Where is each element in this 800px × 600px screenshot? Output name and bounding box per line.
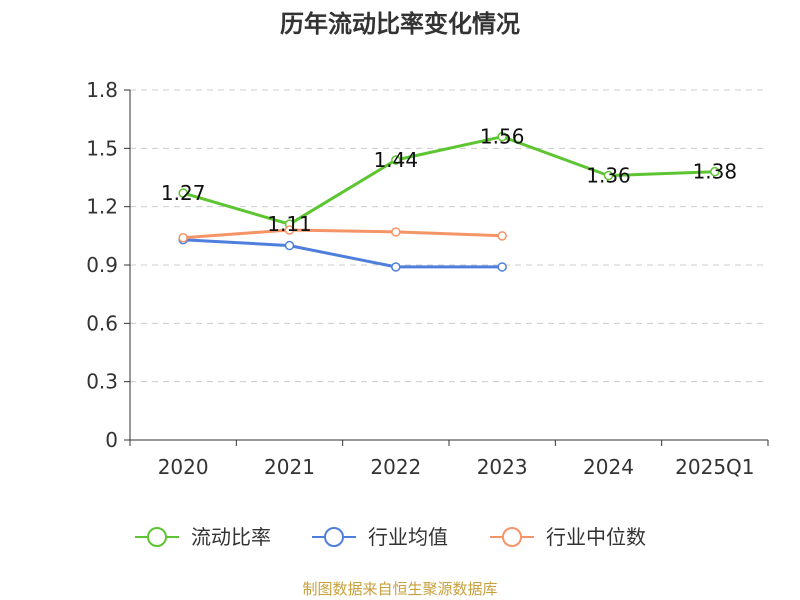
series-group [178,131,720,272]
data-labels: 1.27 1.11 1.44 1.56 1.36 1.38 [161,125,737,237]
source-note: 制图数据来自恒生聚源数据库 [302,580,497,598]
series-line-2 [183,238,503,269]
data-label: 1.56 [480,125,525,149]
y-tick-label: 0.6 [86,311,118,335]
x-tick-label: 2020 [158,455,209,479]
data-point [391,227,401,237]
legend-item[interactable]: 行业中位数 [490,525,646,549]
legend[interactable]: 流动比率 行业均值 行业中位数 [135,525,646,549]
data-point [497,131,507,142]
data-point [497,262,507,272]
data-point [284,240,295,251]
y-tick-label: 1.2 [86,195,118,219]
grid-lines [130,89,768,383]
data-point [391,262,401,272]
legend-marker [324,527,344,547]
data-point [178,233,188,243]
data-point [284,225,295,235]
x-tick-label: 2025Q1 [675,455,754,479]
legend-item[interactable]: 行业均值 [312,525,448,549]
chart-title: 历年流动比率变化情况 [280,10,520,38]
legend-label: 流动比率 [191,525,271,549]
y-tick-label: 0.3 [86,370,118,394]
data-label: 1.38 [693,160,738,184]
data-label: 1.27 [161,181,206,205]
x-tick-label: 2024 [583,455,634,479]
series-line-1 [182,135,715,226]
data-point [710,166,720,177]
y-tick-label: 0 [105,428,118,452]
legend-item[interactable]: 流动比率 [135,525,271,549]
series-line-3 [183,228,503,240]
data-label: 1.44 [374,148,419,172]
x-tick-label: 2022 [370,455,421,479]
legend-label: 行业均值 [368,525,448,549]
y-tick-label: 0.9 [86,253,118,277]
legend-marker [502,527,522,547]
legend-marker [147,527,167,547]
x-tick-label: 2023 [477,455,528,479]
axes: 0 0.3 0.6 0.9 1.2 1.5 1.8 2020 2021 2022 2023 2024 2… [86,78,769,479]
x-tick-label: 2021 [264,455,315,479]
data-label: 1.11 [267,212,312,236]
data-point [497,231,507,241]
data-point [178,188,188,198]
legend-label: 行业中位数 [546,525,646,549]
y-tick-label: 1.5 [86,136,118,160]
data-point [391,155,401,165]
data-label: 1.36 [586,164,631,188]
data-point [603,170,614,181]
y-tick-label: 1.8 [86,78,118,102]
